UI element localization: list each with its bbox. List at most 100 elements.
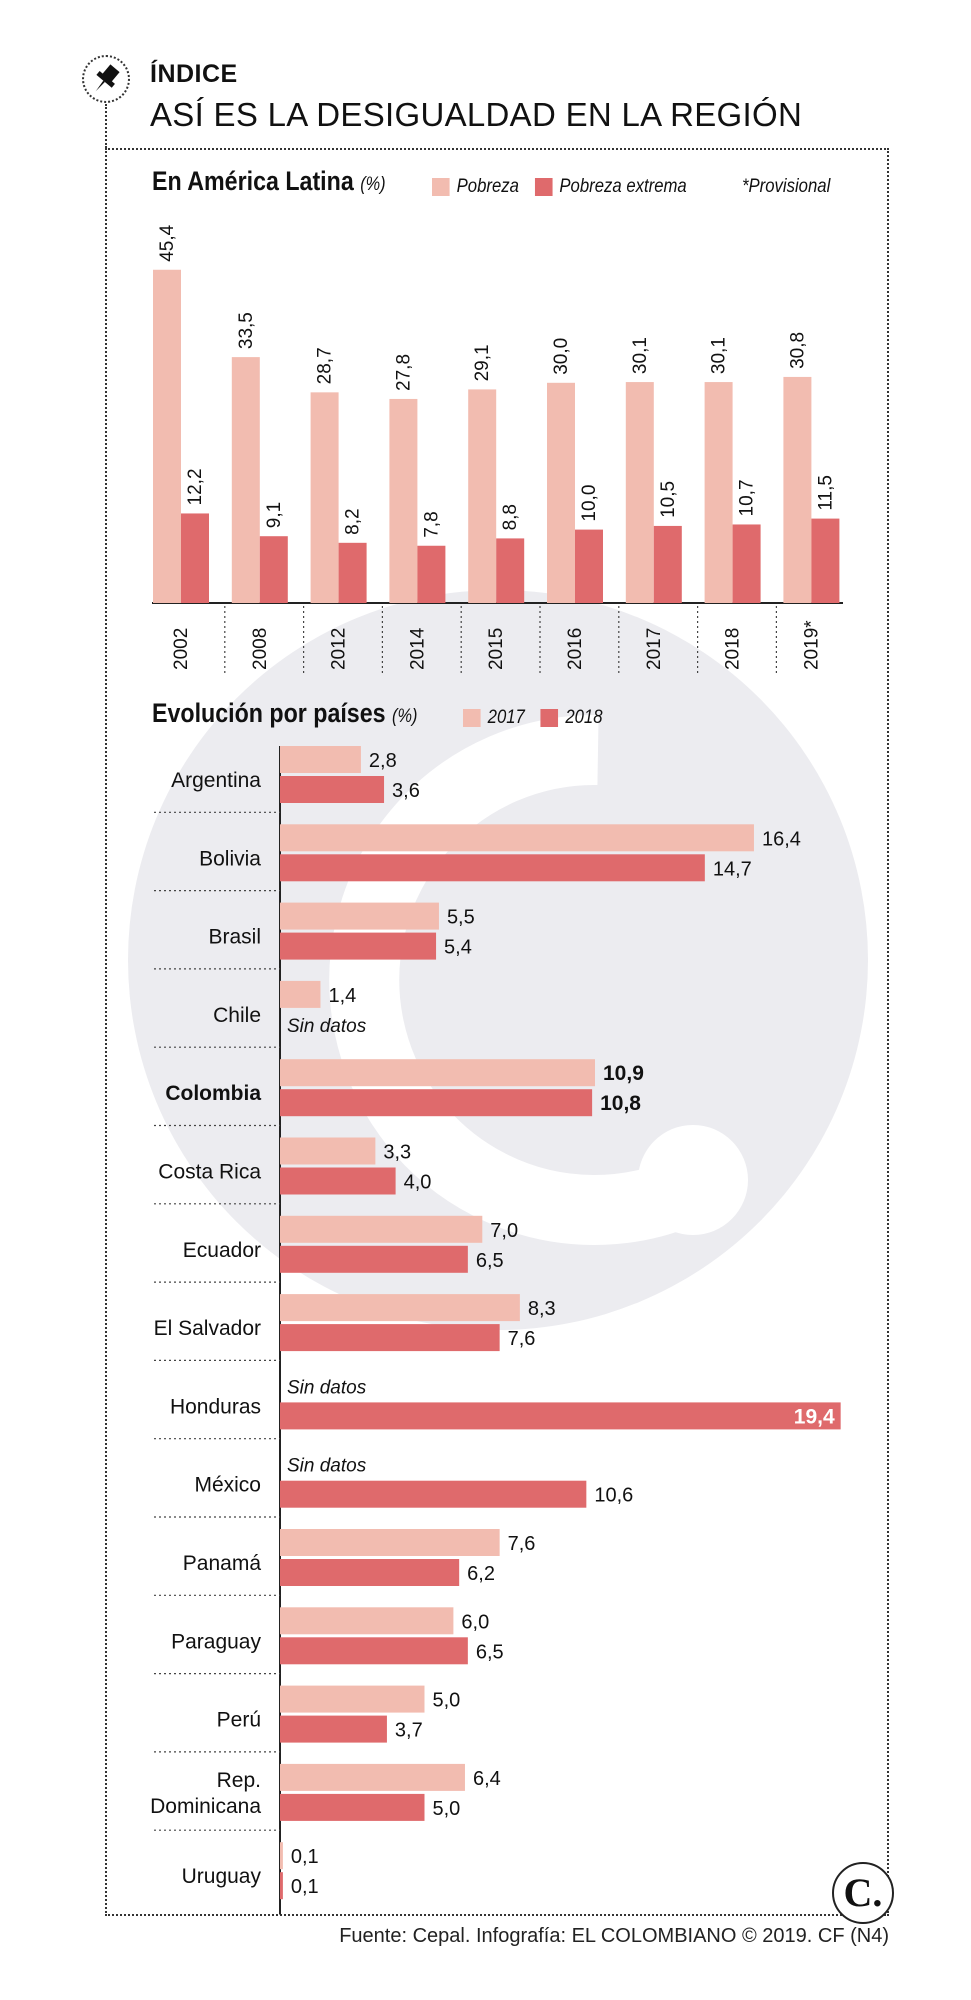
- chart2-title: Evolución por países (%): [152, 698, 417, 729]
- label-pobreza-2019: 30,8: [787, 332, 808, 369]
- chart1-title: En América Latina (%): [152, 166, 386, 197]
- label-2017-el-salvador: 8,3: [528, 1298, 556, 1320]
- chart2-legend: 2017 2018: [463, 707, 603, 729]
- label-2017-argentina: 2,8: [369, 750, 397, 772]
- label-2017-rep-dominicana: 6,4: [473, 1768, 501, 1790]
- bar-2018-colombia: [280, 1089, 593, 1117]
- legend-label-2018: 2018: [565, 707, 603, 728]
- chart-america-latina: 45,4 12,2 2002 33,5 9,1 2008 28,7 8,2 2012 27,8 7,…: [152, 224, 843, 676]
- label-pobreza-extrema-2008: 9,1: [264, 502, 285, 528]
- label-2017-panam-: 7,6: [508, 1533, 536, 1555]
- bar-pobreza-2017: [625, 382, 654, 603]
- bar-pobreza-extrema-2017: [653, 525, 682, 603]
- country-label-el-salvador: El Salvador: [154, 1317, 261, 1340]
- label-pobreza-extrema-2014: 7,8: [421, 511, 442, 537]
- missing-2017-honduras: Sin datos: [287, 1377, 367, 1398]
- bar-pobreza-extrema-2012: [338, 542, 367, 603]
- label-2018-ecuador: 6,5: [476, 1250, 504, 1272]
- label-pobreza-extrema-2016: 10,0: [579, 485, 600, 522]
- label-2017-bolivia: 16,4: [762, 828, 801, 850]
- label-pobreza-extrema-2012: 8,2: [343, 508, 364, 534]
- label-pobreza-2015: 29,1: [472, 344, 493, 381]
- country-label-honduras: Honduras: [170, 1395, 261, 1418]
- label-2017-paraguay: 6,0: [461, 1611, 489, 1633]
- legend-swatch-2017: [463, 709, 481, 727]
- label-2018-uruguay: 0,1: [291, 1876, 319, 1898]
- tick-2014: 2014: [407, 627, 428, 670]
- bar-2017-rep-dominicana: [280, 1763, 465, 1791]
- bar-2018-costa-rica: [280, 1167, 396, 1195]
- country-label-line: Rep.: [217, 1769, 261, 1792]
- bar-pobreza-extrema-2015: [496, 538, 525, 603]
- legend-swatch-pobreza: [432, 178, 450, 196]
- legend-swatch-2018: [540, 709, 559, 727]
- country-label-rep-dominicana: Rep. Dominicana: [150, 1769, 261, 1818]
- chart1-title-text: En América Latina: [152, 166, 354, 196]
- bar-2017-chile: [280, 980, 321, 1008]
- page-title: ASÍ ES LA DESIGUALDAD EN LA REGIÓN: [150, 96, 803, 133]
- chart1-unit: (%): [360, 174, 386, 195]
- label-2018-m-xico: 10,6: [594, 1485, 633, 1507]
- bar-pobreza-extrema-2019: [811, 518, 840, 603]
- bar-2017-argentina: [280, 746, 361, 773]
- bar-2017-uruguay: [280, 1842, 283, 1870]
- el-colombiano-logo: C.: [832, 1862, 894, 1924]
- tick-2019: 2019*: [801, 620, 822, 670]
- bar-pobreza-2015: [468, 389, 497, 603]
- label-pobreza-extrema-2018: 10,7: [737, 479, 758, 516]
- bar-pobreza-2012: [310, 392, 339, 603]
- bar-pobreza-2019: [783, 376, 812, 603]
- label-2017-ecuador: 7,0: [490, 1220, 518, 1242]
- bar-2017-panam-: [280, 1529, 500, 1556]
- bar-2017-bolivia: [280, 824, 754, 852]
- label-2017-costa-rica: 3,3: [383, 1142, 411, 1164]
- bar-2018-argentina: [280, 776, 385, 803]
- bar-pobreza-2014: [389, 398, 418, 603]
- label-2018-paraguay: 6,5: [476, 1641, 504, 1663]
- legend-label-pobreza-extrema: Pobreza extrema: [559, 176, 687, 197]
- tick-2016: 2016: [565, 628, 586, 670]
- label-pobreza-extrema-2019: 11,5: [815, 475, 836, 511]
- label-pobreza-2018: 30,1: [709, 337, 730, 374]
- infographic-frame: [105, 148, 889, 1916]
- tick-2017: 2017: [644, 628, 665, 670]
- bar-pobreza-2002: [153, 269, 181, 603]
- tick-2018: 2018: [723, 628, 744, 670]
- label-2018-bolivia: 14,7: [713, 858, 752, 880]
- bar-2018-paraguay: [280, 1637, 468, 1665]
- pushpin-icon: [82, 55, 130, 103]
- bar-2017-costa-rica: [280, 1137, 376, 1165]
- bar-pobreza-extrema-2008: [259, 536, 288, 603]
- label-2018-el-salvador: 7,6: [508, 1328, 536, 1350]
- chart2-unit: (%): [392, 706, 418, 727]
- country-label-chile: Chile: [213, 1004, 261, 1027]
- country-label-ecuador: Ecuador: [183, 1239, 261, 1262]
- chart1-note: *Provisional: [742, 176, 831, 197]
- bar-pobreza-extrema-2002: [181, 513, 209, 603]
- bar-pobreza-extrema-2018: [732, 524, 761, 603]
- bar-2017-per-: [280, 1685, 425, 1713]
- label-2018-panam-: 6,2: [467, 1563, 495, 1585]
- bar-2018-rep-dominicana: [280, 1793, 425, 1821]
- country-label-colombia: Colombia: [165, 1082, 261, 1105]
- label-2017-colombia: 10,9: [603, 1062, 644, 1085]
- country-label-panam-: Panamá: [183, 1552, 262, 1575]
- label-2018-rep-dominicana: 5,0: [433, 1798, 461, 1820]
- bar-2018-per-: [280, 1715, 387, 1743]
- label-pobreza-extrema-2015: 8,8: [500, 504, 521, 530]
- label-pobreza-2002: 45,4: [157, 224, 178, 261]
- label-2018-brasil: 5,4: [444, 937, 472, 959]
- label-2018-costa-rica: 4,0: [404, 1172, 432, 1194]
- bar-2017-ecuador: [280, 1215, 483, 1243]
- label-2018-colombia: 10,8: [600, 1092, 641, 1115]
- bar-2018-uruguay: [280, 1872, 283, 1900]
- label-pobreza-extrema-2017: 10,5: [658, 481, 679, 518]
- legend-swatch-pobreza-extrema: [534, 178, 553, 196]
- bar-2017-brasil: [280, 902, 439, 930]
- chart-evolucion-paises: 2,8 3,6 Argentina 16,4 14,7 Bolivia 5,5 5,4 Bras…: [150, 746, 841, 1915]
- bar-2017-paraguay: [280, 1607, 454, 1635]
- country-label-uruguay: Uruguay: [182, 1865, 262, 1888]
- label-2017-brasil: 5,5: [447, 907, 475, 929]
- bar-2017-el-salvador: [280, 1294, 520, 1322]
- label-2017-chile: 1,4: [328, 985, 356, 1007]
